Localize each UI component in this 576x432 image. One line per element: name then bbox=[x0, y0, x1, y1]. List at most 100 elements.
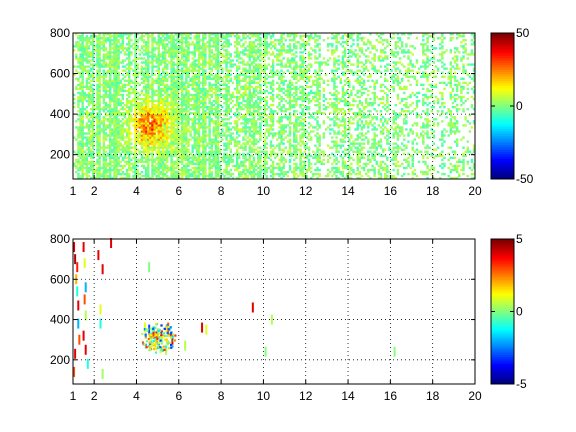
heatmap-cell bbox=[163, 126, 167, 129]
heatmap-cell bbox=[202, 146, 205, 149]
heatmap-cell bbox=[79, 43, 82, 46]
heatmap-cell bbox=[159, 136, 163, 139]
heatmap-cell bbox=[85, 41, 89, 44]
heatmap-cell bbox=[142, 112, 146, 115]
heatmap-cell bbox=[104, 136, 108, 139]
heatmap-cell bbox=[180, 67, 184, 70]
heatmap-cell bbox=[214, 33, 218, 36]
heatmap-cell bbox=[140, 89, 144, 93]
heatmap-cell bbox=[144, 160, 148, 164]
heatmap-cell bbox=[269, 47, 273, 50]
heatmap-cell bbox=[128, 148, 131, 151]
heatmap-cell bbox=[102, 124, 106, 127]
heatmap-cell bbox=[77, 168, 80, 172]
heatmap-cell bbox=[128, 49, 131, 52]
heatmap-cell bbox=[180, 170, 184, 174]
heatmap-cell bbox=[235, 37, 239, 40]
heatmap-cell bbox=[166, 124, 169, 127]
heatmap-cell bbox=[257, 49, 260, 52]
heatmap-cell bbox=[242, 136, 245, 139]
heatmap-cell bbox=[257, 39, 260, 42]
heatmap-cell bbox=[288, 112, 292, 115]
heatmap-cell bbox=[293, 158, 296, 162]
heatmap-cell bbox=[77, 148, 80, 151]
heatmap-cell bbox=[204, 83, 207, 87]
heatmap-cell bbox=[81, 158, 84, 162]
heatmap-cell bbox=[286, 152, 290, 155]
heatmap-cell bbox=[85, 144, 89, 147]
heatmap-cell bbox=[168, 154, 171, 157]
heatmap-cell bbox=[202, 33, 205, 36]
heatmap-cell bbox=[89, 122, 93, 125]
heatmap-cell bbox=[174, 112, 177, 115]
heatmap-cell bbox=[180, 112, 184, 115]
heatmap-cell bbox=[104, 61, 108, 64]
heatmap-cell bbox=[125, 106, 129, 109]
heatmap-cell bbox=[263, 118, 266, 121]
heatmap-cell bbox=[221, 172, 224, 176]
heatmap-cell bbox=[183, 132, 186, 135]
heatmap-cell bbox=[151, 168, 154, 172]
heatmap-cell bbox=[130, 51, 133, 54]
heatmap-cell bbox=[208, 114, 211, 117]
heatmap-cell bbox=[259, 172, 262, 176]
heatmap-cell bbox=[174, 152, 177, 155]
heatmap-cell bbox=[210, 140, 213, 143]
heatmap-cell bbox=[157, 138, 161, 141]
heatmap-cell bbox=[229, 93, 232, 97]
heatmap-cell bbox=[183, 65, 186, 68]
heatmap-cell bbox=[263, 124, 266, 127]
heatmap-cell bbox=[157, 73, 161, 76]
heatmap-cell bbox=[130, 132, 133, 135]
heatmap-cell bbox=[142, 128, 146, 131]
heatmap-cell bbox=[269, 91, 273, 95]
heatmap-cell bbox=[176, 146, 180, 149]
heatmap-cell bbox=[87, 101, 91, 105]
heatmap-cell bbox=[87, 138, 91, 141]
heatmap-cell bbox=[92, 35, 95, 38]
heatmap-cell bbox=[293, 170, 296, 174]
heatmap-cell bbox=[125, 73, 129, 76]
heatmap-cell bbox=[271, 170, 275, 174]
heatmap-cell bbox=[223, 110, 226, 113]
heatmap-cell bbox=[96, 59, 99, 62]
heatmap-cell bbox=[172, 124, 175, 127]
heatmap-cell bbox=[212, 164, 216, 168]
heatmap-cell bbox=[214, 99, 218, 103]
heatmap-cell bbox=[227, 69, 230, 72]
heatmap-cell bbox=[79, 146, 82, 149]
heatmap-cell bbox=[227, 97, 230, 101]
heatmap-cell bbox=[248, 71, 252, 74]
heatmap-cell bbox=[161, 41, 165, 44]
heatmap-cell bbox=[96, 166, 99, 170]
heatmap-cell bbox=[199, 154, 203, 157]
heatmap-cell bbox=[193, 140, 197, 143]
heatmap-cell bbox=[233, 122, 237, 125]
heatmap-cell bbox=[172, 81, 175, 84]
heatmap-cell bbox=[238, 140, 241, 143]
heatmap-cell bbox=[195, 35, 199, 38]
heatmap-cell bbox=[193, 63, 197, 66]
heatmap-cell bbox=[128, 164, 131, 168]
heatmap-cell bbox=[140, 158, 144, 162]
heatmap-cell bbox=[274, 132, 277, 135]
heatmap-cell bbox=[100, 166, 103, 170]
heatmap-cell bbox=[140, 114, 144, 117]
heatmap-cell bbox=[202, 41, 205, 44]
heatmap-cell bbox=[134, 108, 137, 111]
heatmap-cell bbox=[130, 116, 133, 119]
heatmap-cell bbox=[87, 103, 91, 107]
heatmap-cell bbox=[113, 106, 116, 109]
heatmap-cell bbox=[244, 77, 247, 80]
heatmap-cell bbox=[214, 150, 218, 153]
heatmap-cell bbox=[81, 65, 84, 68]
heatmap-cell bbox=[214, 81, 218, 84]
heatmap-cell bbox=[218, 75, 222, 78]
heatmap-cell bbox=[132, 59, 135, 62]
heatmap-cell bbox=[271, 53, 275, 56]
heatmap-cell bbox=[252, 41, 256, 44]
heatmap-cell bbox=[119, 45, 122, 48]
heatmap-cell bbox=[89, 114, 93, 117]
heatmap-cell bbox=[284, 110, 287, 113]
heatmap-cell bbox=[244, 120, 247, 123]
